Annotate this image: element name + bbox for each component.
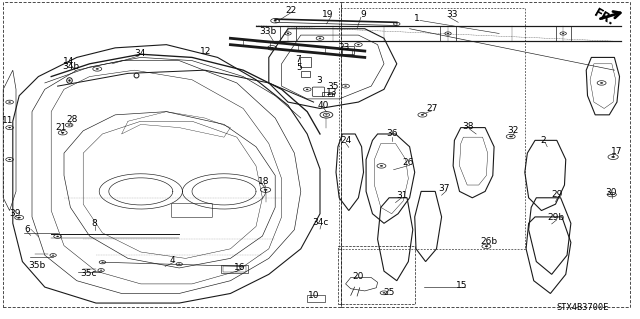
- Text: 13: 13: [326, 88, 337, 97]
- Text: 35b: 35b: [29, 261, 45, 270]
- Bar: [322, 92, 332, 96]
- Circle shape: [61, 132, 64, 133]
- Text: 35: 35: [327, 82, 339, 91]
- Text: 24: 24: [340, 136, 351, 145]
- Bar: [301, 71, 310, 77]
- Circle shape: [611, 156, 615, 158]
- Text: 26: 26: [403, 158, 414, 167]
- Circle shape: [52, 255, 54, 256]
- Circle shape: [8, 159, 11, 160]
- Text: 30: 30: [605, 188, 616, 197]
- Text: 10: 10: [308, 291, 319, 300]
- Circle shape: [357, 44, 360, 45]
- Text: 33b: 33b: [259, 27, 276, 36]
- Text: 25: 25: [383, 288, 395, 297]
- Circle shape: [611, 194, 613, 195]
- Bar: [221, 265, 248, 273]
- Text: 40: 40: [317, 101, 329, 110]
- Circle shape: [380, 165, 383, 167]
- Circle shape: [344, 85, 347, 87]
- Bar: [556, 26, 571, 41]
- Text: 22: 22: [285, 6, 297, 15]
- Circle shape: [178, 263, 180, 265]
- Circle shape: [96, 68, 99, 70]
- Text: 16: 16: [234, 263, 246, 272]
- Circle shape: [274, 20, 276, 21]
- Text: 29b: 29b: [547, 213, 564, 222]
- Bar: [300, 57, 311, 67]
- Text: 14: 14: [63, 57, 75, 66]
- Text: 34: 34: [134, 49, 145, 58]
- Circle shape: [319, 38, 321, 39]
- Bar: [280, 26, 296, 41]
- Text: 19: 19: [322, 10, 333, 19]
- Circle shape: [264, 189, 268, 191]
- Text: 17: 17: [611, 147, 623, 156]
- Bar: [342, 46, 354, 54]
- Circle shape: [562, 33, 564, 34]
- Circle shape: [8, 101, 11, 103]
- Text: 3: 3: [316, 76, 321, 85]
- Text: 21: 21: [55, 123, 67, 132]
- Text: 15: 15: [456, 281, 468, 290]
- Circle shape: [600, 82, 603, 84]
- Circle shape: [447, 33, 449, 34]
- Text: 20: 20: [353, 272, 364, 281]
- Text: 28: 28: [66, 115, 77, 124]
- Text: 9: 9: [361, 11, 366, 19]
- Bar: [307, 295, 325, 302]
- Text: 6: 6: [24, 225, 29, 234]
- Text: 26b: 26b: [481, 237, 497, 246]
- Text: 7: 7: [296, 56, 301, 64]
- Text: 5: 5: [297, 63, 302, 72]
- Circle shape: [68, 124, 70, 126]
- Text: 8: 8: [92, 219, 97, 228]
- Text: FR.: FR.: [591, 6, 617, 29]
- Circle shape: [8, 127, 11, 128]
- Circle shape: [509, 136, 512, 137]
- Text: 1: 1: [415, 14, 420, 23]
- Circle shape: [271, 47, 273, 48]
- Circle shape: [100, 270, 102, 271]
- Text: 34c: 34c: [312, 218, 328, 227]
- Circle shape: [325, 114, 328, 115]
- Text: 12: 12: [200, 47, 212, 56]
- Bar: [328, 93, 334, 96]
- Circle shape: [287, 33, 289, 34]
- Circle shape: [485, 246, 488, 247]
- Bar: [3, 2, 341, 307]
- Bar: [440, 26, 456, 41]
- Text: 35c: 35c: [80, 269, 97, 278]
- Circle shape: [396, 23, 398, 25]
- Circle shape: [101, 262, 104, 263]
- Text: 27: 27: [426, 104, 438, 113]
- Bar: [339, 8, 525, 249]
- Circle shape: [383, 292, 385, 293]
- Circle shape: [421, 114, 424, 115]
- Text: 36: 36: [386, 130, 397, 138]
- Bar: [338, 246, 415, 304]
- Bar: [341, 2, 630, 307]
- Text: 11: 11: [2, 116, 13, 125]
- Circle shape: [18, 217, 20, 218]
- Text: 39: 39: [10, 209, 21, 218]
- Text: 37: 37: [438, 184, 450, 193]
- Text: 18: 18: [258, 177, 269, 186]
- Text: 31: 31: [396, 191, 408, 200]
- Text: 29: 29: [551, 190, 563, 199]
- Text: 32: 32: [508, 126, 519, 135]
- Bar: [223, 266, 246, 272]
- Text: 4: 4: [170, 256, 175, 265]
- Circle shape: [56, 236, 59, 237]
- Text: 23: 23: [339, 43, 350, 52]
- Text: 34b: 34b: [62, 62, 79, 71]
- Text: 33: 33: [447, 11, 458, 19]
- Text: 38: 38: [463, 122, 474, 131]
- Text: STX4B3700E: STX4B3700E: [557, 303, 609, 312]
- Text: 2: 2: [540, 136, 545, 145]
- Circle shape: [306, 89, 308, 90]
